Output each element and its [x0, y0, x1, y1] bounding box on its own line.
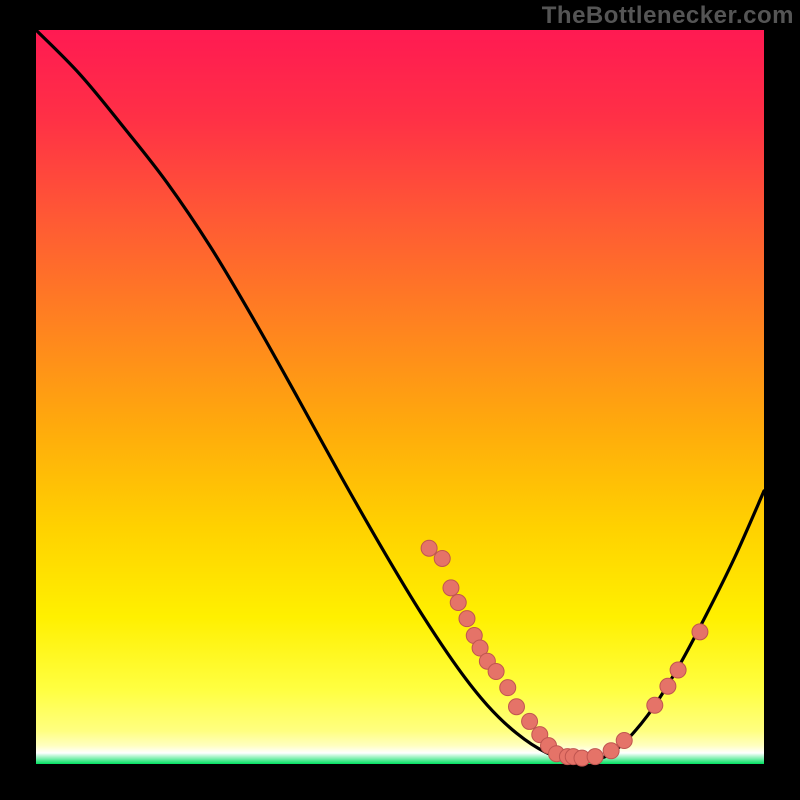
- marker-dot: [692, 624, 708, 640]
- plot-area: [36, 30, 764, 764]
- marker-dot: [616, 733, 632, 749]
- marker-dot: [522, 713, 538, 729]
- marker-dot: [421, 540, 437, 556]
- marker-dot: [488, 664, 504, 680]
- marker-dot: [587, 749, 603, 765]
- marker-dot: [500, 680, 516, 696]
- watermark-text: TheBottlenecker.com: [542, 2, 794, 30]
- marker-dot: [450, 595, 466, 611]
- marker-dot: [459, 611, 475, 627]
- marker-dot: [443, 580, 459, 596]
- marker-dot: [434, 550, 450, 566]
- marker-dot: [647, 697, 663, 713]
- marker-dot: [660, 678, 676, 694]
- marker-dot: [508, 699, 524, 715]
- bottleneck-chart-svg: [0, 0, 800, 800]
- marker-dot: [603, 743, 619, 759]
- marker-dot: [670, 662, 686, 678]
- chart-stage: TheBottlenecker.com: [0, 0, 800, 800]
